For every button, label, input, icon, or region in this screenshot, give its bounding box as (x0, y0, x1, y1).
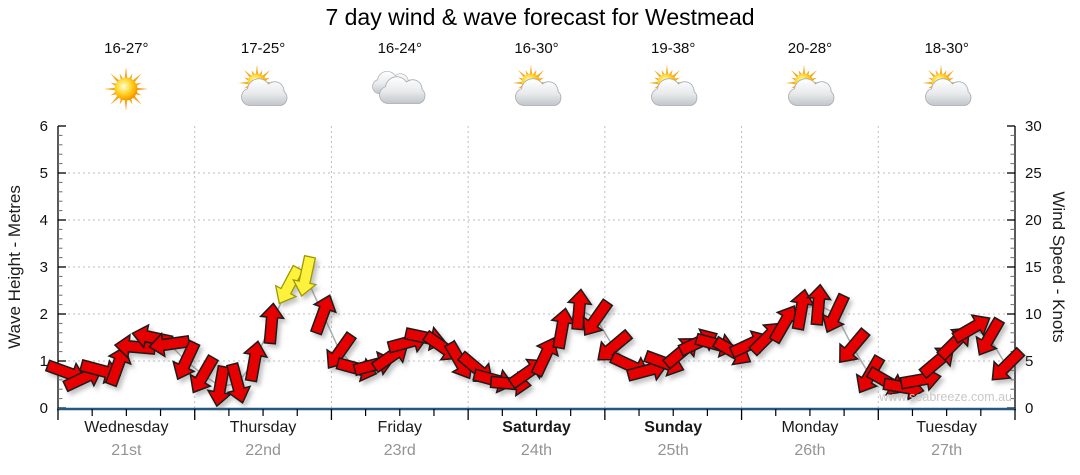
wind-arrow (550, 307, 576, 350)
day-temp: 19-38° (651, 40, 696, 57)
wind-arrow (292, 254, 318, 297)
wind-arrow (259, 302, 286, 345)
cloud-shape (924, 78, 971, 106)
day-temp: 18-30° (924, 40, 969, 57)
left-tick-label: 6 (40, 118, 48, 135)
weather-icon-sunny (104, 66, 149, 112)
left-tick-label: 4 (40, 212, 48, 229)
sun-shape (104, 66, 149, 112)
wind-arrow (148, 331, 191, 358)
day-date: 23rd (383, 442, 416, 459)
wind-arrow (566, 288, 593, 331)
cloud-shape (241, 78, 288, 106)
weather-icon-sun-cloud (785, 64, 835, 106)
weather-icon-sun-cloud (648, 64, 698, 106)
day-label-thursday: Thursday (229, 419, 297, 436)
day-date: 27th (931, 442, 963, 459)
right-tick-label: 15 (1025, 259, 1042, 276)
right-tick-label: 25 (1025, 165, 1042, 182)
right-tick-label: 20 (1025, 212, 1042, 229)
wind-arrow (805, 283, 832, 326)
weather-icon-sun-cloud (512, 64, 561, 106)
right-tick-label: 30 (1025, 118, 1042, 135)
right-tick-label: 5 (1025, 353, 1033, 370)
left-axis-label: Wave Height - Metres (5, 185, 24, 349)
watermark: www.seabreeze.com.au (879, 390, 1012, 404)
weather-icon-sun-cloud (238, 64, 288, 106)
wind-arrow-series (44, 254, 1026, 408)
wind-arrow (975, 316, 1006, 356)
day-temp: 16-30° (514, 40, 559, 57)
wind-arrow (206, 364, 233, 408)
day-label-wednesday: Wednesday (84, 419, 169, 436)
day-date: 26th (794, 442, 826, 459)
wind-arrow (951, 314, 991, 344)
day-label-friday: Friday (377, 419, 422, 436)
day-label-monday: Monday (781, 419, 839, 436)
wind-arrow (274, 264, 304, 305)
right-tick-label: 10 (1025, 306, 1042, 323)
left-tick-label: 1 (40, 353, 48, 370)
day-temp: 20-28° (787, 40, 833, 57)
wind-arrow (991, 346, 1026, 381)
day-label-tuesday: Tuesday (916, 419, 978, 436)
weather-icon-sun-cloud (922, 64, 971, 106)
wind-arrow (172, 339, 201, 381)
cloud-shape (788, 78, 835, 106)
cloud-shape (651, 78, 698, 106)
day-label-sunday: Sunday (644, 419, 703, 436)
wind-arrow (839, 326, 871, 364)
day-temp: 17-25° (240, 40, 286, 57)
chart-title: 7 day wind & wave forecast for Westmead (325, 4, 755, 30)
wind-arrow (225, 361, 252, 405)
day-date: 25th (657, 442, 689, 459)
weather-icon-cloudy (372, 70, 426, 104)
day-temp: 16-27° (104, 40, 149, 57)
day-label-saturday: Saturday (502, 419, 571, 436)
day-date: 22nd (245, 442, 281, 459)
day-date: 24th (520, 442, 553, 459)
day-date: 21st (111, 442, 142, 459)
cloud-shape (514, 78, 561, 106)
left-tick-label: 5 (40, 165, 48, 182)
axes-layer: 0 1 2 3 4 5 6 0 5 10 15 20 25 30 (40, 118, 1042, 420)
left-tick-label: 3 (40, 259, 48, 276)
wind-arrow (582, 298, 614, 337)
cloud-shape (378, 76, 426, 104)
wind-arrow (821, 292, 851, 334)
right-axis-label: Wind Speed - Knots (1049, 191, 1068, 343)
left-tick-label: 0 (40, 400, 48, 417)
day-temp: 16-24° (377, 40, 422, 57)
wind-arrow (309, 294, 337, 336)
wind-arrow (189, 354, 220, 394)
wind-arrow (242, 340, 269, 383)
right-tick-label: 0 (1025, 400, 1033, 417)
left-tick-label: 2 (40, 306, 48, 323)
